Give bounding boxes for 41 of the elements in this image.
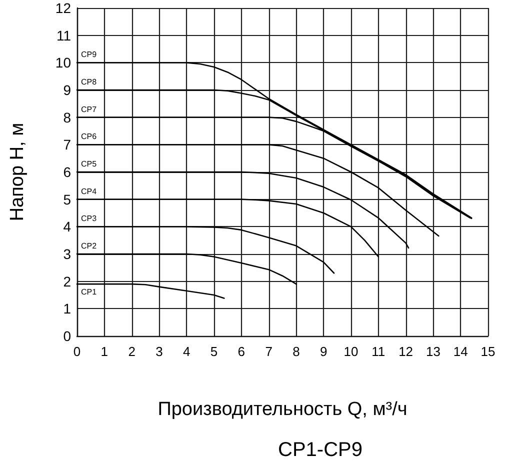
- series-label: CP6: [81, 132, 98, 142]
- x-tick-label: 8: [292, 344, 300, 359]
- y-tick-label: 5: [63, 191, 72, 208]
- y-tick-label: 4: [63, 218, 72, 235]
- x-tick-label: 1: [100, 344, 108, 359]
- x-tick-label: 13: [426, 344, 440, 359]
- y-tick-label: 10: [55, 54, 72, 71]
- y-tick-label: 1: [63, 300, 72, 317]
- series-label: CP3: [81, 214, 98, 224]
- y-tick-label: 8: [63, 109, 72, 126]
- x-tick-label: 6: [238, 344, 246, 359]
- x-tick-label: 12: [398, 344, 414, 359]
- series-label: CP8: [81, 78, 98, 86]
- y-tick-label: 12: [55, 0, 72, 16]
- y-tick-label: 6: [63, 164, 72, 180]
- x-tick-label: 14: [453, 344, 468, 359]
- x-tick-label: 0: [73, 344, 81, 359]
- y-tick-label: 3: [63, 246, 72, 262]
- x-tick-label: 10: [344, 344, 358, 359]
- text: CP1-CP9: [278, 439, 362, 461]
- y-tick-label: 7: [63, 136, 72, 153]
- x-tick-label: 5: [210, 344, 218, 359]
- x-tick-label: 15: [480, 344, 496, 359]
- y-tick-label: 0: [63, 328, 72, 344]
- series-label: CP2: [81, 242, 98, 250]
- x-tick-label: 4: [182, 344, 190, 359]
- x-tick-label: 7: [265, 344, 272, 359]
- series-label: CP9: [81, 50, 98, 60]
- series-label: CP7: [81, 104, 98, 114]
- y-tick-label: 2: [63, 273, 72, 290]
- y-tick-label: 9: [63, 82, 72, 98]
- x-axis-title: Производительность Q, м³/ч: [158, 399, 408, 420]
- series-label: CP4: [81, 186, 98, 196]
- x-tick-label: 11: [372, 344, 386, 359]
- x-tick-label: 3: [156, 344, 163, 359]
- series-label: CP5: [81, 160, 98, 168]
- series-label: CP1: [81, 288, 98, 297]
- y-tick-label: 11: [56, 27, 72, 44]
- x-tick-label: 9: [320, 344, 328, 359]
- y-axis-title: Напор H, м: [7, 122, 28, 222]
- x-tick-label: 2: [128, 344, 136, 359]
